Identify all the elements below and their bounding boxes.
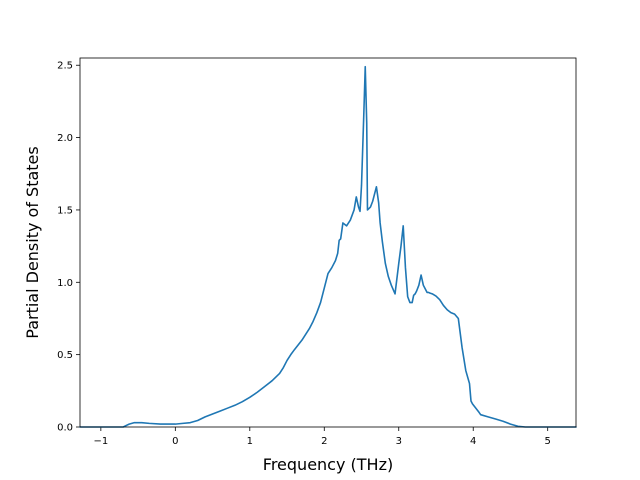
y-tick-label: 0.0 [57, 423, 73, 434]
ticks-layer: −1 0 1 2 3 4 5 0.0 0.5 1.0 1.5 2.0 2.5 [57, 61, 551, 447]
plot-frame [79, 57, 577, 428]
x-tick-label: 4 [470, 436, 476, 447]
y-tick-label: 0.5 [57, 350, 73, 361]
x-axis-title: Frequency (THz) [263, 455, 393, 474]
x-tick-label: −1 [93, 436, 108, 447]
x-tick-label: 1 [247, 436, 253, 447]
y-axis-title: Partial Density of States [23, 146, 42, 338]
y-tick-label: 2.0 [57, 133, 73, 144]
y-tick-label: 1.5 [57, 205, 73, 216]
x-tick-label: 2 [321, 436, 327, 447]
x-tick-label: 3 [396, 436, 402, 447]
series-line [79, 65, 577, 428]
y-tick-label: 2.5 [57, 61, 73, 72]
x-tick-label: 5 [545, 436, 551, 447]
y-tick-label: 1.0 [57, 278, 73, 289]
x-tick-label: 0 [172, 436, 178, 447]
